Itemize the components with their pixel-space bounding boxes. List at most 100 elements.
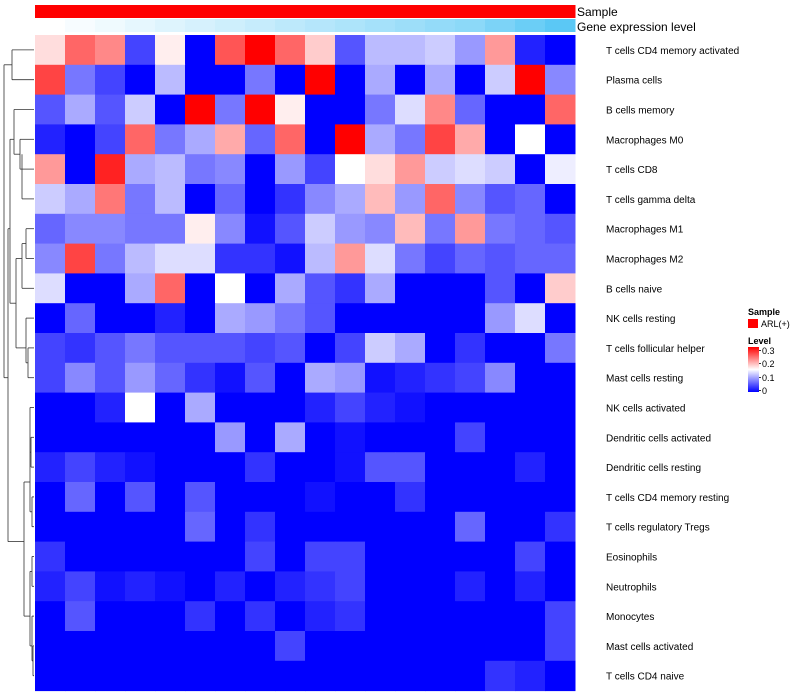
heatmap-cell [215, 184, 246, 215]
heatmap-cell [95, 243, 126, 274]
heatmap-cell [65, 333, 96, 364]
heatmap-cell [95, 124, 126, 155]
heatmap-cell [335, 482, 366, 513]
heatmap-cell [545, 541, 576, 572]
legend: Sample ARL(+) Level 0.3 0.2 0.1 0 [748, 307, 790, 396]
heatmap-cell [155, 631, 186, 662]
heatmap-cell [215, 213, 246, 245]
heatmap-cell [35, 213, 66, 245]
heatmap-cell [365, 154, 396, 185]
heatmap-cell [425, 541, 456, 572]
heatmap-cell [155, 64, 186, 96]
heatmap-cell [305, 631, 336, 662]
heatmap-cell [455, 94, 486, 125]
heatmap-cell [305, 213, 336, 245]
heatmap-cell [155, 452, 186, 483]
heatmap-cell [125, 601, 156, 632]
heatmap-cell [155, 303, 186, 334]
heatmap-cell [95, 482, 126, 513]
heatmap-cell [545, 333, 576, 364]
heatmap-cell [35, 482, 66, 513]
heatmap-cell [365, 482, 396, 513]
heatmap-cell [35, 452, 66, 483]
heatmap-cell [395, 452, 426, 483]
heatmap-cell [395, 362, 426, 394]
heatmap-cell [35, 154, 66, 185]
heatmap-cell [365, 452, 396, 483]
heatmap-cell [515, 303, 546, 334]
heatmap-cell [365, 571, 396, 602]
heatmap-cell [305, 64, 336, 96]
heatmap-cell [305, 35, 336, 66]
heatmap-cell [365, 333, 396, 364]
heatmap-cell [95, 184, 126, 215]
row-label: B cells memory [606, 106, 674, 117]
heatmap-cell [155, 511, 186, 543]
gene-expression-annotation-cell [275, 19, 306, 32]
sample-annotation-cell [485, 5, 516, 18]
heatmap-cell [185, 273, 216, 304]
sample-annotation-cell [215, 5, 246, 18]
heatmap-cell [35, 541, 66, 572]
heatmap-cell [515, 213, 546, 245]
heatmap-cell [245, 213, 276, 245]
gene-expression-annotation-cell [95, 19, 126, 32]
heatmap-cell [545, 64, 576, 96]
heatmap-cell [275, 333, 306, 364]
heatmap-cell [65, 422, 96, 453]
row-label: B cells naive [606, 284, 663, 295]
heatmap-cell [305, 94, 336, 125]
heatmap-cells [35, 35, 576, 692]
heatmap-cell [425, 273, 456, 304]
heatmap-cell [95, 541, 126, 572]
heatmap-cell [335, 452, 366, 483]
annotation-label-sample: Sample [577, 5, 618, 19]
heatmap-cell [395, 94, 426, 125]
heatmap-cell [365, 273, 396, 304]
heatmap-cell [35, 303, 66, 334]
heatmap-cell [155, 601, 186, 632]
heatmap-cell [335, 35, 366, 66]
heatmap-cell [515, 482, 546, 513]
sample-annotation-cell [545, 5, 576, 18]
heatmap-cell [455, 243, 486, 274]
heatmap-cell [245, 452, 276, 483]
heatmap-cell [215, 541, 246, 572]
heatmap-cell [305, 184, 336, 215]
gene-expression-annotation-cell [305, 19, 336, 32]
heatmap-cell [215, 422, 246, 453]
heatmap-cell [185, 94, 216, 125]
heatmap-cell [65, 124, 96, 155]
heatmap-cell [545, 422, 576, 453]
gene-expression-annotation-cell [485, 19, 516, 32]
heatmap-cell [215, 124, 246, 155]
heatmap-cell [365, 631, 396, 662]
heatmap-cell [545, 124, 576, 155]
heatmap-cell [155, 422, 186, 453]
heatmap-cell [485, 213, 516, 245]
heatmap-cell [125, 35, 156, 66]
heatmap-cell [245, 422, 276, 453]
heatmap-cell [395, 303, 426, 334]
heatmap-cell [155, 35, 186, 66]
heatmap-cell [125, 631, 156, 662]
heatmap-cell [395, 154, 426, 185]
heatmap-cell [455, 333, 486, 364]
heatmap-cell [335, 511, 366, 543]
heatmap-cell [485, 154, 516, 185]
heatmap-cell [455, 601, 486, 632]
row-label: Dendritic cells resting [606, 463, 701, 474]
heatmap-cell [35, 333, 66, 364]
row-dendrogram [3, 49, 34, 677]
heatmap-cell [95, 154, 126, 185]
heatmap-cell [545, 392, 576, 423]
heatmap-cell [305, 511, 336, 543]
heatmap-cell [35, 184, 66, 215]
row-label: Neutrophils [606, 582, 657, 593]
heatmap-cell [395, 511, 426, 543]
heatmap-cell [365, 35, 396, 66]
heatmap-cell [95, 273, 126, 304]
heatmap-cell [335, 601, 366, 632]
gene-expression-annotation-cell [245, 19, 276, 32]
heatmap-cell [215, 601, 246, 632]
